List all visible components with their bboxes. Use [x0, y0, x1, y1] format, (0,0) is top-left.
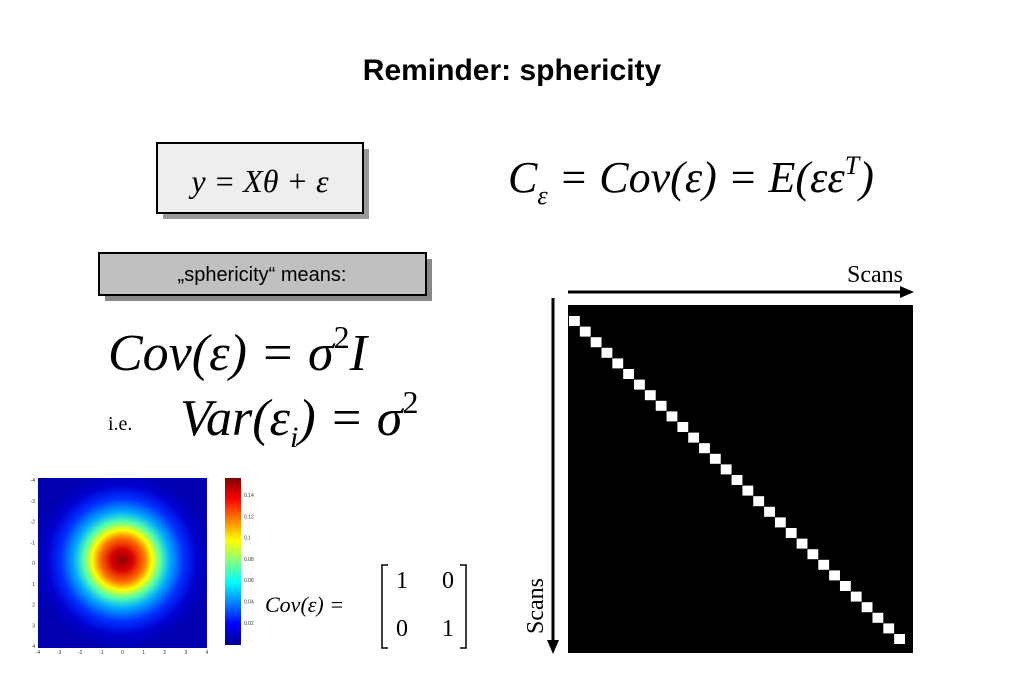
heatmap-x-tick: -4 [36, 650, 41, 656]
heatmap-y-tick: -4 [31, 478, 36, 484]
colorbar-tick: 0.04 [244, 600, 254, 606]
diagonal-cell [590, 337, 602, 348]
diagonal-cell [796, 538, 808, 549]
diagonal-cell [699, 443, 710, 454]
matrix-entry: 0 [442, 568, 454, 594]
model-box [156, 142, 364, 214]
formula-part: Var(ε [180, 390, 291, 447]
heatmap-x-tick: 0 [121, 650, 124, 656]
heatmap-y-tick: -1 [31, 540, 36, 546]
diagonal-cell [688, 432, 700, 443]
model-formula: y = Xθ + ε [188, 163, 329, 199]
covariance-definition: Cε = Cov(ε) = E(εεT) [508, 151, 874, 210]
arrow-head [900, 286, 914, 298]
heatmap-y-tick: 0 [32, 561, 35, 567]
colorbar-tick: 0.08 [244, 557, 254, 563]
diagonal-cell [839, 581, 851, 591]
diagonal-cell [872, 612, 884, 623]
colorbar-tick: 0.14 [244, 493, 254, 499]
formula-part: Cov(ε) = σ [108, 325, 336, 382]
heatmap-y-tick: -3 [31, 499, 36, 505]
diagonal-cell [731, 475, 743, 485]
formula-part: = Cov(ε) = E(εε [548, 153, 846, 202]
x-axis-label: Scans [847, 262, 903, 288]
heatmap-x-tick: 3 [184, 650, 187, 656]
sphericity-formula: Cov(ε) = σ2I [108, 319, 370, 382]
diagonal-cell [764, 506, 775, 517]
diagonal-cell [666, 411, 678, 422]
formula-part: I [349, 325, 370, 382]
diagonal-cell [634, 379, 645, 390]
diagonal-cell [818, 559, 830, 570]
heatmap-x-tick: -3 [57, 650, 62, 656]
diagonal-cell [655, 400, 667, 411]
colorbar-tick: 0.12 [244, 514, 254, 520]
diagonal-cell [644, 390, 656, 401]
y-axis-label: Scans [523, 578, 549, 634]
formula-part: ) = σ [295, 390, 404, 447]
heatmap-image [38, 478, 207, 648]
heatmap-x-tick: 2 [163, 650, 166, 656]
heatmap-y-tick: 1 [32, 582, 35, 588]
formula-subscript: i [290, 421, 298, 454]
matrix-entry: 0 [396, 616, 408, 642]
variance-formula: Var(εi) = σ2 [180, 384, 418, 454]
matrix-entry: 1 [442, 616, 454, 642]
formula-superscript: T [845, 151, 861, 180]
identity-label: Cov(ε) = [265, 592, 344, 617]
heatmap-x-tick: 1 [142, 650, 145, 656]
diagonal-cell [861, 602, 873, 613]
diagonal-cell [753, 496, 765, 507]
heatmap-y-tick: 4 [32, 644, 35, 650]
diagonal [569, 316, 905, 644]
diagonal-cell [829, 570, 840, 581]
sphericity-box [98, 252, 427, 296]
colorbar-tick: 0.02 [244, 621, 254, 627]
heatmap-x-tick: 4 [206, 650, 209, 656]
diagonal-cell [894, 634, 905, 644]
heatmap-y-tick: 2 [32, 603, 35, 609]
diagonal-cell [709, 453, 721, 464]
diagonal-cell [742, 485, 754, 496]
formula-part: ) [856, 153, 874, 202]
formula-subscript: ε [537, 181, 548, 210]
ie-label: i.e. [108, 413, 132, 435]
diagonal-cell [720, 464, 732, 475]
diagonal-cell [774, 517, 786, 528]
diagonal-cell [579, 326, 591, 337]
heatmap-y-tick: -2 [31, 520, 36, 526]
heatmap-x-tick: -1 [99, 650, 104, 656]
diagonal-cell [850, 591, 862, 602]
matrix-entry: 1 [396, 568, 408, 594]
slide-title: Reminder: sphericity [363, 54, 662, 87]
diagonal-cell [612, 358, 624, 369]
matrix-brackets [381, 564, 467, 649]
diagonal-cell [623, 369, 635, 379]
colorbar-tick: 0.1 [244, 536, 251, 542]
diagonal-cell [601, 347, 613, 358]
diagonal-cell [785, 528, 797, 538]
formula-superscript: 2 [402, 384, 418, 420]
sphericity-box-text: „sphericity“ means: [178, 264, 347, 286]
colorbar-tick: 0.06 [244, 578, 254, 584]
diagonal-cell [807, 549, 819, 560]
diagonal-cell [569, 316, 580, 326]
diagonal-cell [677, 422, 689, 432]
heatmap-x-tick: -2 [78, 650, 83, 656]
arrow-head [547, 640, 559, 654]
heatmap-y-tick: 3 [32, 623, 35, 629]
diagonal-cell [883, 623, 895, 634]
formula-superscript: 2 [334, 319, 350, 355]
formula-part: C [508, 153, 538, 202]
colorbar [225, 478, 241, 645]
